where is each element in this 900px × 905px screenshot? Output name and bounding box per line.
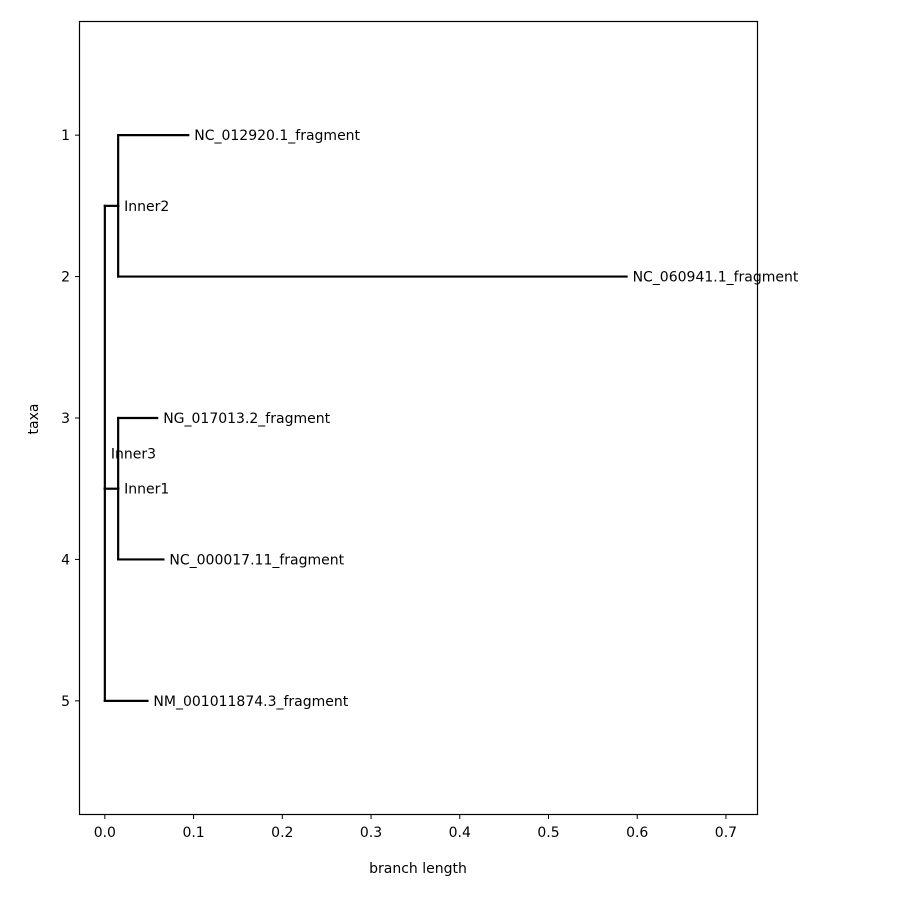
y-axis-title: taxa <box>26 404 42 435</box>
node-label-t4: NC_000017.11_fragment <box>169 552 344 568</box>
tree-edges <box>103 134 628 702</box>
node-label-inner3: Inner3 <box>111 446 156 462</box>
node-label-t3: NG_017013.2_fragment <box>163 411 330 427</box>
y-tick-label: 4 <box>61 552 70 568</box>
x-tick-label: 0.2 <box>271 825 293 841</box>
x-tick-label: 0.4 <box>449 825 471 841</box>
y-tick-label: 3 <box>61 411 70 427</box>
y-tick-label: 1 <box>61 128 70 144</box>
x-tick-label: 0.1 <box>182 825 204 841</box>
x-tick-label: 0.0 <box>94 825 116 841</box>
x-tick-label: 0.5 <box>537 825 559 841</box>
x-axis: 0.0 0.1 0.2 0.3 0.4 0.5 0.6 0.7 <box>94 814 737 841</box>
node-label-t1: NC_012920.1_fragment <box>194 128 360 144</box>
node-label-inner2: Inner2 <box>124 199 169 215</box>
x-tick-label: 0.6 <box>626 825 648 841</box>
x-tick-label: 0.7 <box>715 825 737 841</box>
node-label-t5: NM_001011874.3_fragment <box>153 694 348 710</box>
x-axis-title: branch length <box>369 861 467 877</box>
y-tick-label: 2 <box>61 270 70 286</box>
node-label-t2: NC_060941.1_fragment <box>633 270 799 286</box>
node-label-inner1: Inner1 <box>124 482 169 498</box>
y-axis: 1 2 3 4 5 <box>61 128 80 710</box>
y-tick-label: 5 <box>61 694 70 710</box>
x-tick-label: 0.3 <box>360 825 382 841</box>
